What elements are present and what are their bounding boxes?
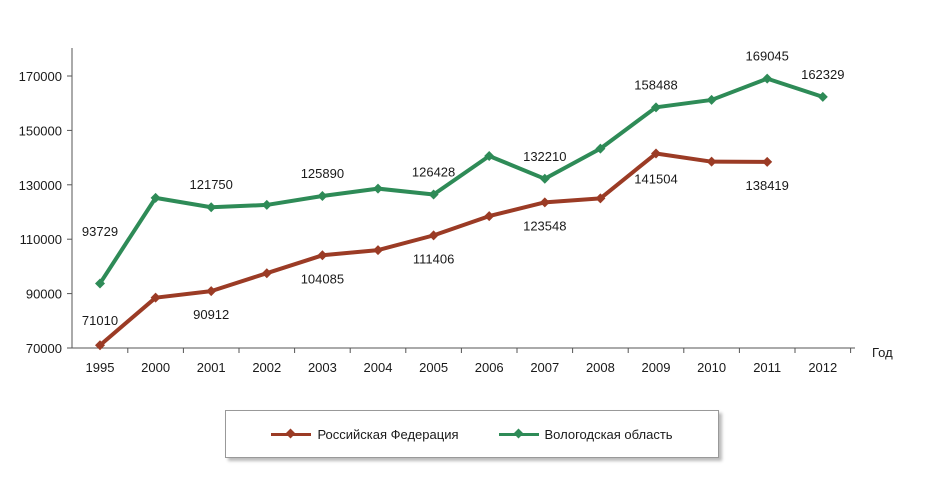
data-label: 90912 <box>193 307 229 322</box>
x-tick-label: 2007 <box>530 360 559 375</box>
data-label: 121750 <box>190 177 233 192</box>
data-point <box>651 148 661 159</box>
data-label: 104085 <box>301 271 344 286</box>
data-point <box>206 286 217 297</box>
data-point <box>706 94 717 105</box>
legend-swatch-russia <box>271 428 312 438</box>
x-tick-label: 2002 <box>252 360 281 375</box>
x-tick-label: 2003 <box>308 360 337 375</box>
line-chart: 70000 90000 110000 130000 150000 170000 1995 2… <box>19 48 893 375</box>
series-line-1 <box>98 76 824 285</box>
data-point <box>206 202 217 213</box>
y-tick-label: 170000 <box>19 69 62 84</box>
data-label: 126428 <box>412 165 455 180</box>
data-point <box>817 91 828 102</box>
legend: Российская Федерация Вологодская область <box>225 410 719 458</box>
x-tick-label: 2004 <box>364 360 393 375</box>
legend-item-vologda: Вологодская область <box>498 426 673 442</box>
x-tick-label: 2008 <box>586 360 615 375</box>
data-point <box>595 193 606 204</box>
data-label: 138419 <box>746 178 789 193</box>
data-point <box>706 156 717 167</box>
data-point <box>428 189 439 200</box>
legend-item-russia: Российская Федерация <box>271 426 459 442</box>
x-tick-label: 1995 <box>86 360 115 375</box>
data-point <box>317 250 328 261</box>
x-tick-label: 2006 <box>475 360 504 375</box>
y-tick-label: 90000 <box>26 287 62 302</box>
x-tick-label: 2011 <box>753 360 781 375</box>
data-point <box>539 173 550 184</box>
data-point <box>150 192 161 203</box>
data-point <box>484 150 495 161</box>
data-point <box>539 197 550 208</box>
data-point <box>95 340 105 351</box>
data-point <box>651 102 661 113</box>
data-label: 158488 <box>634 77 677 92</box>
data-point <box>261 199 272 210</box>
data-label: 123548 <box>523 218 566 233</box>
y-tick-label: 110000 <box>20 232 62 247</box>
x-tick-label: 2001 <box>197 360 226 375</box>
data-labels: 71010 90912 104085 111406 123548 141504 138419… <box>82 49 845 328</box>
x-tick-label: 2012 <box>808 360 837 375</box>
data-point <box>150 292 161 303</box>
legend-label-vologda: Вологодская область <box>544 426 673 442</box>
data-label: 169045 <box>746 49 789 64</box>
data-point <box>95 278 105 289</box>
data-point <box>261 268 272 279</box>
legend-swatch-vologda <box>498 428 539 438</box>
legend-label-russia: Российская Федерация <box>317 426 459 442</box>
data-label: 93729 <box>82 224 118 239</box>
y-tick-labels: 70000 90000 110000 130000 150000 170000 <box>19 69 72 356</box>
x-tick-label: 2000 <box>141 360 170 375</box>
x-axis-label: Год <box>872 345 893 360</box>
x-tick-label: 2010 <box>697 360 726 375</box>
data-point <box>484 211 495 222</box>
x-tick-label: 2009 <box>642 360 671 375</box>
data-label: 111406 <box>413 251 454 266</box>
data-label: 132210 <box>523 149 566 164</box>
data-point <box>373 183 383 194</box>
y-tick-label: 130000 <box>19 178 62 193</box>
data-point <box>762 73 773 84</box>
x-tick-labels: 1995 2000 2001 2002 2003 2004 2005 2006 2007 2008… <box>86 348 852 375</box>
data-label: 162329 <box>801 67 844 82</box>
y-tick-label: 150000 <box>19 123 62 138</box>
x-tick-label: 2005 <box>419 360 448 375</box>
data-label: 141504 <box>634 172 677 187</box>
data-label: 125890 <box>301 166 344 181</box>
series-group <box>95 73 828 351</box>
data-label: 71010 <box>82 313 118 328</box>
data-point <box>595 143 606 154</box>
data-point <box>317 190 328 201</box>
data-point <box>373 245 383 256</box>
data-point <box>762 156 773 167</box>
y-tick-label: 70000 <box>26 341 62 356</box>
data-point <box>428 230 439 241</box>
